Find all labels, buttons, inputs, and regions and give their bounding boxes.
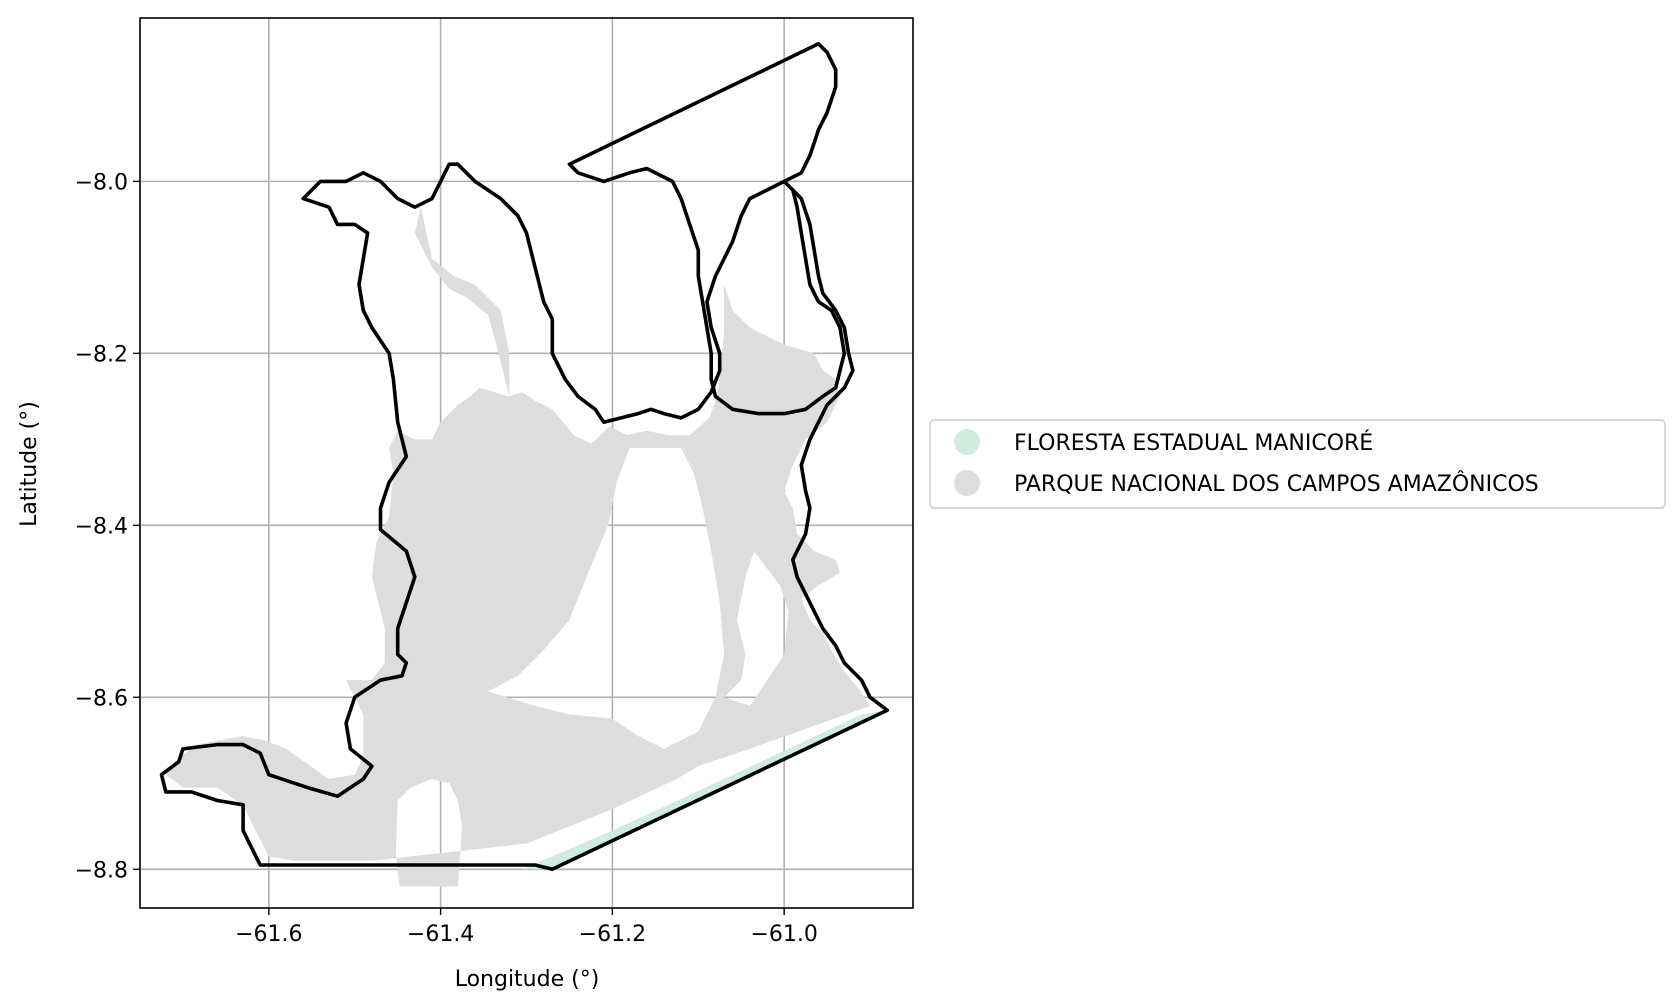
- y-tick-label: −8.2: [75, 342, 128, 367]
- legend-label-floresta: FLORESTA ESTADUAL MANICORÉ: [1014, 430, 1373, 456]
- y-tick-label: −8.0: [75, 170, 128, 195]
- x-tick-label: −61.2: [579, 922, 646, 947]
- x-axis-ticks: −61.6 −61.4 −61.2 −61.0: [235, 908, 818, 947]
- legend: FLORESTA ESTADUAL MANICORÉ PARQUE NACION…: [929, 419, 1666, 509]
- y-tick-label: −8.8: [75, 858, 128, 883]
- y-tick-label: −8.4: [75, 514, 128, 539]
- x-tick-label: −61.0: [750, 922, 817, 947]
- y-axis-label: Latitude (°): [17, 401, 42, 527]
- y-axis-ticks: −8.0 −8.2 −8.4 −8.6 −8.8: [75, 170, 140, 883]
- region-floresta-estadual: [522, 710, 888, 870]
- protected-area-regions: [165, 207, 888, 887]
- legend-marker-parque: [954, 470, 980, 496]
- x-tick-label: −61.6: [235, 922, 302, 947]
- boundary-line: [159, 42, 889, 872]
- x-tick-label: −61.4: [407, 922, 474, 947]
- legend-marker-floresta: [954, 429, 980, 455]
- region-parque-nacional: [165, 207, 871, 887]
- plot-frame: [139, 17, 914, 909]
- x-axis-label: Longitude (°): [455, 967, 600, 992]
- y-tick-label: −8.6: [75, 686, 128, 711]
- boundary-outline: [159, 42, 889, 872]
- legend-label-parque: PARQUE NACIONAL DOS CAMPOS AMAZÔNICOS: [1014, 471, 1539, 497]
- plot-area: [139, 17, 914, 909]
- legend-frame: [929, 419, 1666, 509]
